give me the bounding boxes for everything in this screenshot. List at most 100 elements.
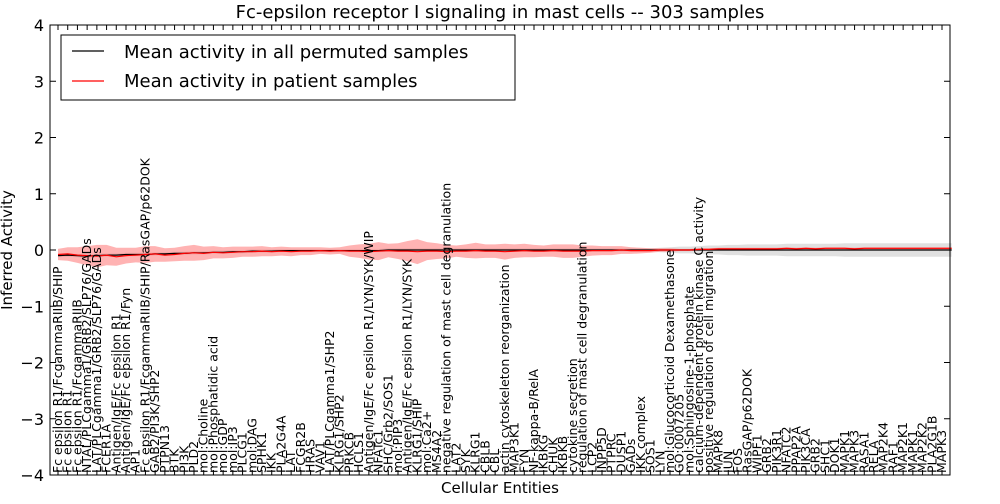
series-lines bbox=[57, 247, 952, 258]
x-tick-label: MAPK3 bbox=[934, 430, 949, 473]
x-tick-label: NFATc1 bbox=[371, 430, 386, 473]
x-axis-ticks bbox=[57, 25, 943, 475]
x-tick-label: SYK bbox=[458, 448, 473, 473]
x-tick-label: FCGR2B bbox=[293, 422, 308, 473]
x-tick-label: MS4A2 bbox=[429, 430, 444, 473]
x-tick-label: PIK3CA bbox=[798, 428, 813, 473]
y-tick-label: −2 bbox=[20, 354, 44, 373]
y-axis-label: Inferred Activity bbox=[0, 190, 16, 310]
x-tick-label: GO:0007205 bbox=[672, 394, 687, 473]
x-tick-label: LYN bbox=[652, 451, 667, 473]
x-tick-label: HCLS1 bbox=[351, 432, 366, 473]
x-tick-label: regulation of mast cell degranulation bbox=[575, 242, 590, 473]
x-tick-label: Fc epsilon R1/FcgammaRIIB/SHIP bbox=[50, 266, 65, 473]
x-axis-label: Cellular Entities bbox=[441, 479, 559, 497]
x-tick-label: PI3K bbox=[176, 445, 191, 473]
x-tick-label: positive regulation of cell migration bbox=[701, 251, 716, 473]
x-tick-label: PIK3R1 bbox=[769, 429, 784, 473]
x-tick-label: NF-kappa-B/RelA bbox=[526, 369, 541, 473]
x-tick-label: SHC1 bbox=[817, 439, 832, 473]
x-tick-label: KLRG1/SHP2 bbox=[332, 394, 347, 473]
y-tick-label: −4 bbox=[20, 466, 44, 485]
legend-label-permuted: Mean activity in all permuted samples bbox=[124, 42, 468, 63]
x-tick-label: MAPK3 bbox=[847, 430, 862, 473]
x-tick-label: MAPK8 bbox=[711, 430, 726, 473]
x-tick-label: NTAL/PLCgamma1/GRB2/SLP76/GADs bbox=[79, 238, 94, 473]
x-tick-label: MAP2K4 bbox=[876, 422, 891, 473]
x-tick-label: cytokine secretion bbox=[565, 358, 580, 473]
x-tick-label: WIPF1 bbox=[749, 434, 764, 473]
y-tick-label: 1 bbox=[34, 185, 44, 204]
x-tick-label: mol:PIP3 bbox=[390, 419, 405, 473]
y-tick-label: −3 bbox=[20, 410, 44, 429]
legend: Mean activity in all permuted samples Me… bbox=[60, 34, 516, 101]
x-tick-label: negative regulation of mast cell degranu… bbox=[439, 183, 454, 473]
x-tick-label: FYN bbox=[516, 449, 531, 473]
x-tick-label: LAT2 bbox=[448, 443, 463, 473]
x-tick-label: MAPK1 bbox=[837, 430, 852, 473]
x-tick-label: actin cytoskeleton reorganization bbox=[497, 264, 512, 473]
x-tick-label: FOS bbox=[730, 448, 745, 473]
x-tick-label: INPP5D bbox=[594, 427, 609, 473]
x-tick-label: CBL bbox=[487, 449, 502, 473]
x-tick-label: SOS1 bbox=[643, 439, 658, 473]
x-tick-label: mol:Choline bbox=[196, 398, 211, 473]
x-tick-label: Antigen/IgE/Fc epsilon R1/LYN/SYK bbox=[400, 258, 415, 473]
patient-mean-line bbox=[57, 247, 952, 258]
x-tick-label: mol:GDP bbox=[215, 418, 230, 473]
x-tick-label: Fc epsilon R1 bbox=[60, 390, 75, 473]
x-tick-label: VAV1 bbox=[312, 441, 327, 473]
x-tick-label: Antigen/IgE/Fc epsilon R1/Fyn bbox=[118, 288, 133, 473]
x-tick-label: JUN bbox=[720, 451, 735, 474]
y-tick-label: −1 bbox=[20, 297, 44, 316]
legend-label-patient: Mean activity in patient samples bbox=[124, 71, 418, 92]
x-tick-label: CHUK bbox=[545, 437, 560, 473]
y-axis-ticks: −4 −3 −2 −1 0 1 2 3 4 bbox=[20, 16, 950, 485]
y-tick-label: 2 bbox=[34, 129, 44, 148]
x-tick-label: PTPN13 bbox=[157, 425, 172, 473]
x-tick-label: LCP2 bbox=[584, 442, 599, 473]
x-tick-label: PRKCB bbox=[341, 432, 356, 473]
x-tick-label: LAT/PLCgamma1/SHP2 bbox=[322, 330, 337, 473]
x-tick-label: PPAP2A bbox=[788, 426, 803, 473]
x-tick-label: Antigen/IgE/Fc epsilon R1/LYN/SYK/WIP bbox=[361, 231, 376, 473]
x-tick-label: IKBKB bbox=[555, 436, 570, 473]
x-tick-label: RELA bbox=[866, 440, 881, 473]
chart-title: Fc-epsilon receptor I signaling in mast … bbox=[236, 2, 765, 23]
x-tick-label: DUSP1 bbox=[613, 431, 628, 473]
x-tick-label: MAP2K1 bbox=[895, 422, 910, 473]
x-tick-label: PLA2G4A bbox=[273, 415, 288, 473]
x-tick-label: Fc epsilon R1/FcgammaRIIB/SHIP/RasGAP/p6… bbox=[137, 157, 152, 473]
x-tick-label: NFATC2 bbox=[779, 426, 794, 473]
y-tick-label: 4 bbox=[34, 16, 44, 35]
x-tick-label: AP1 bbox=[128, 449, 143, 473]
x-tick-label: GAB2/PI3K/SHP2 bbox=[147, 370, 162, 473]
x-tick-label: SHC/Grb2/SOS1 bbox=[380, 374, 395, 473]
x-tick-label: PTPRC bbox=[604, 433, 619, 473]
x-tick-label: LAT bbox=[283, 450, 298, 473]
x-tick-label: SPHK1 bbox=[254, 432, 269, 473]
x-tick-label: IKK bbox=[264, 452, 279, 473]
x-tick-label: CBLB bbox=[477, 440, 492, 473]
x-tick-label: GRB2 bbox=[808, 438, 823, 473]
x-tick-label: mol:Glucocorticoid Dexamethasone bbox=[662, 249, 677, 473]
x-tick-label: mol:Phosphatidic acid bbox=[205, 336, 220, 473]
x-tick-label: KLRG1/SHIP bbox=[409, 398, 424, 473]
patient-band bbox=[58, 239, 952, 268]
x-tick-label: HRAS bbox=[303, 439, 318, 473]
x-tick-label: MAP2K2 bbox=[915, 422, 930, 473]
y-tick-label: 3 bbox=[34, 72, 44, 91]
x-tick-label: RASA1 bbox=[856, 432, 871, 473]
x-tick-label: LAT/PLCgamma1/GRB2/SLP76/GADs bbox=[89, 247, 104, 473]
x-tick-label: RAF1 bbox=[885, 441, 900, 473]
x-tick-label: KLRG1 bbox=[468, 432, 483, 474]
x-tick-label: mol:DAG bbox=[244, 418, 259, 473]
x-tick-label: IKK complex bbox=[633, 396, 648, 473]
x-tick-label: IKBKG bbox=[536, 435, 551, 473]
x-tick-label: RasGAP/p62DOK bbox=[740, 368, 755, 473]
x-tick-label: GADs bbox=[623, 439, 638, 473]
x-tick-label: MAPK1 bbox=[905, 430, 920, 473]
